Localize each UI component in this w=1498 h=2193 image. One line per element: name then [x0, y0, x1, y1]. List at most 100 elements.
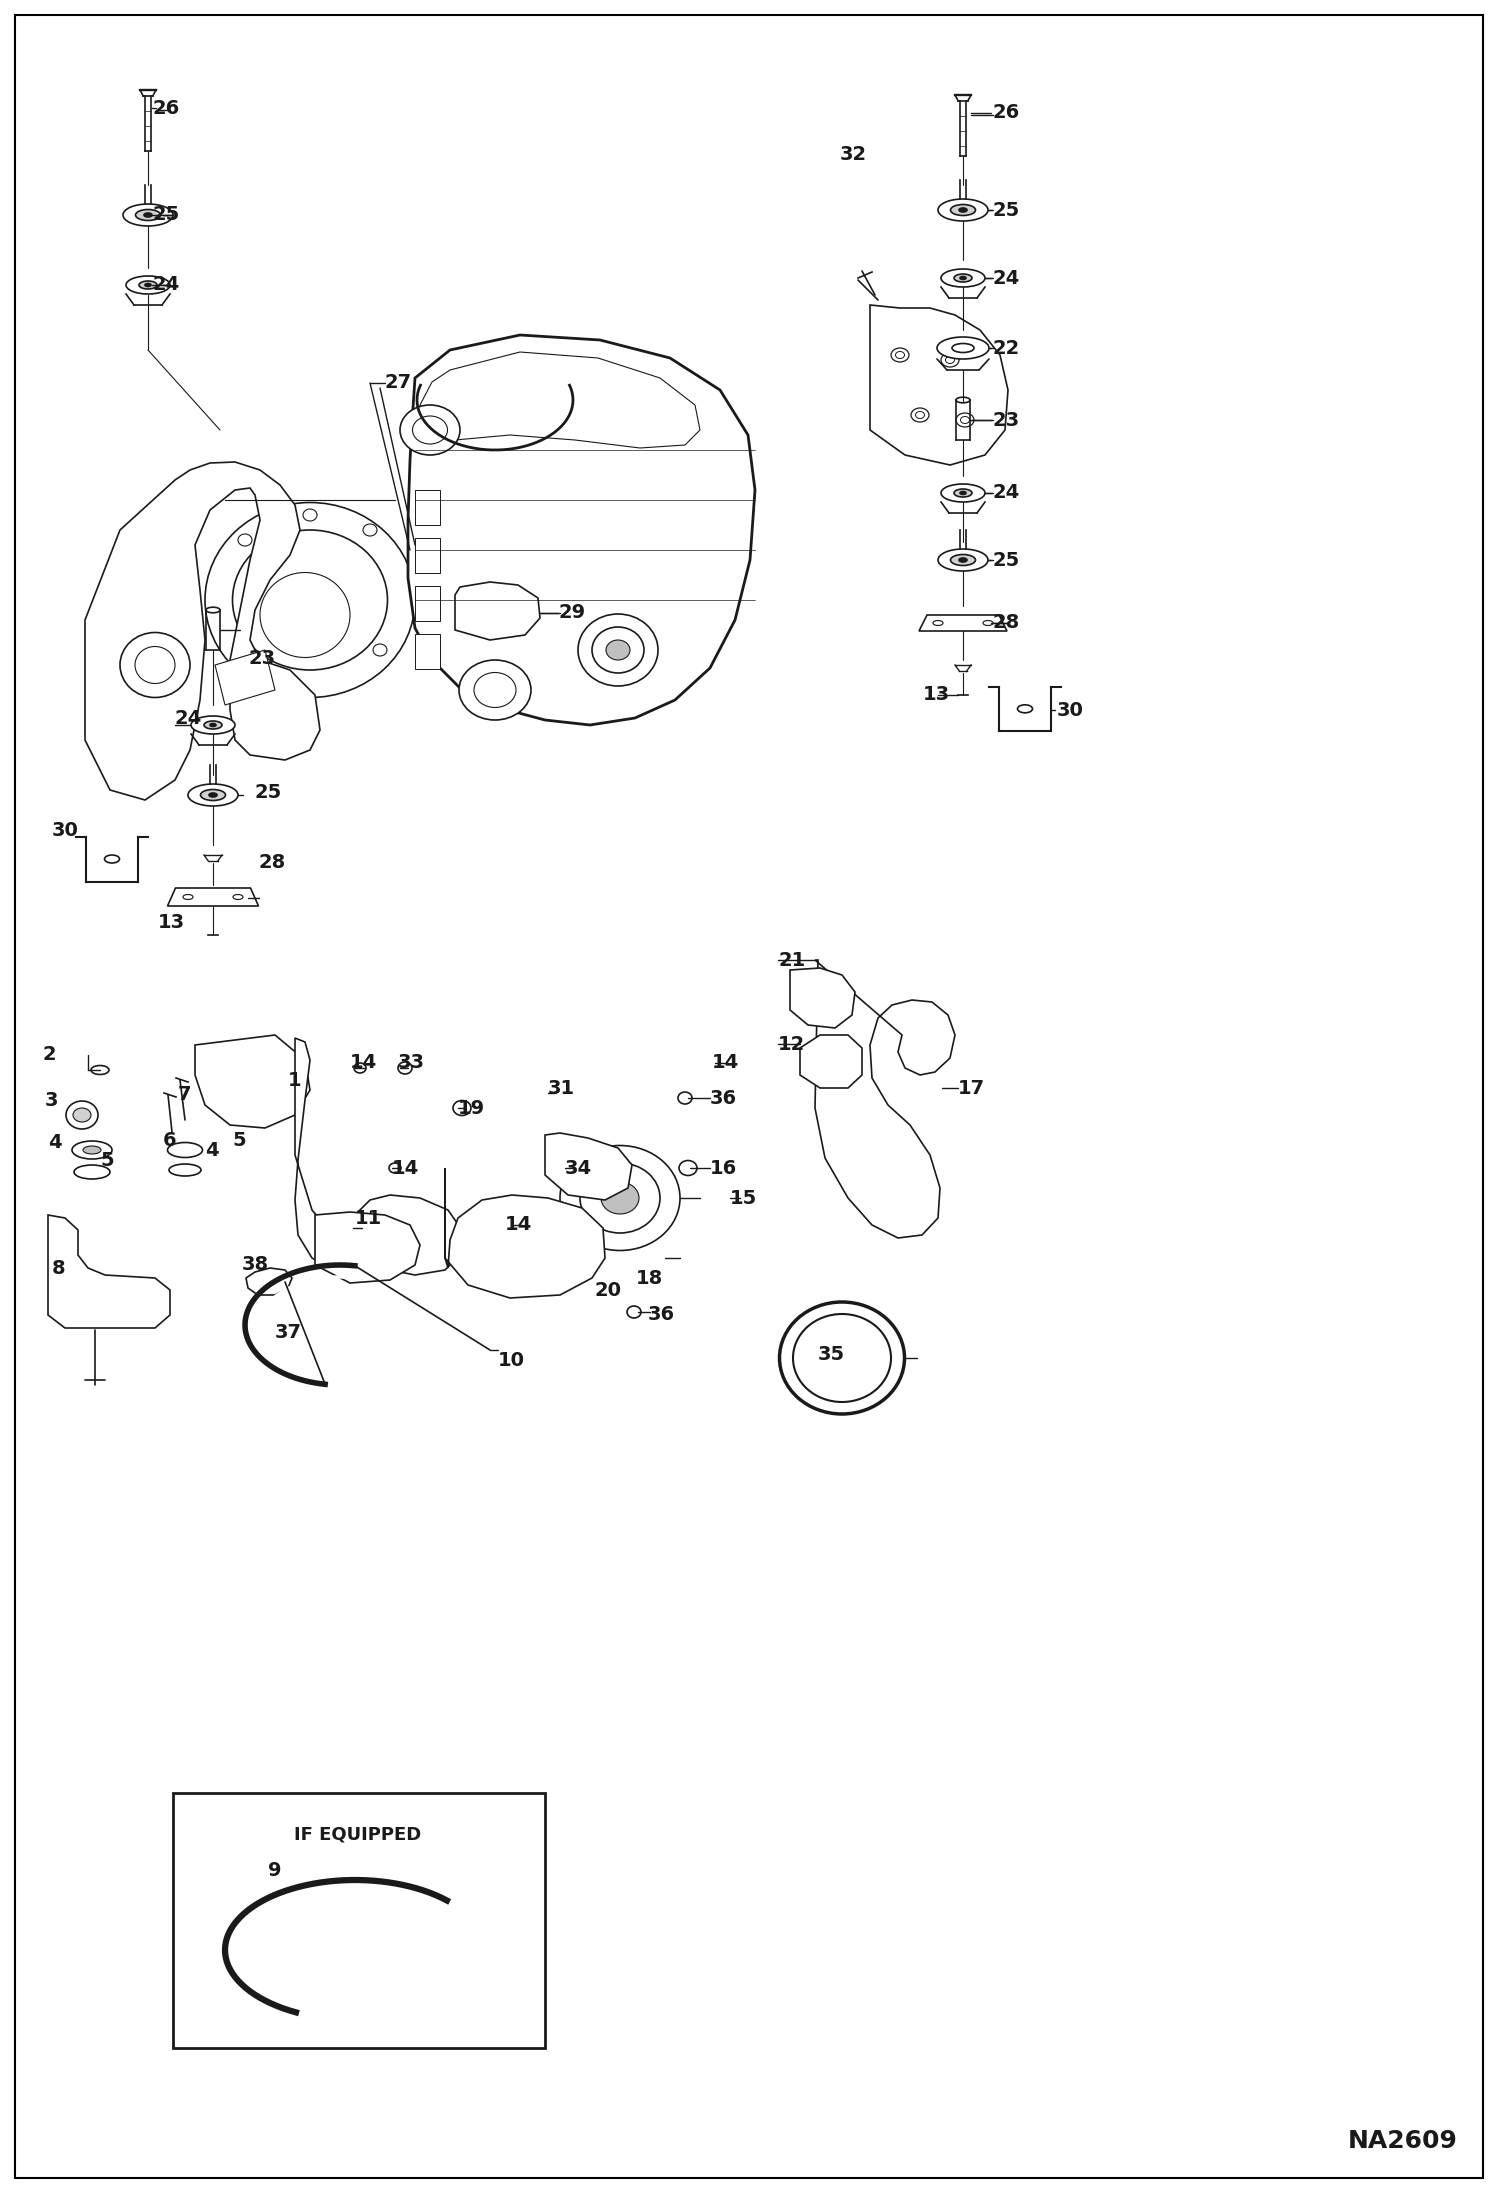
Polygon shape — [455, 581, 539, 640]
Ellipse shape — [398, 1061, 412, 1075]
Ellipse shape — [91, 1066, 109, 1075]
Ellipse shape — [135, 211, 160, 221]
Ellipse shape — [210, 794, 217, 796]
Polygon shape — [85, 463, 321, 800]
Ellipse shape — [938, 200, 989, 221]
Ellipse shape — [72, 1140, 112, 1158]
Ellipse shape — [1017, 704, 1032, 713]
Ellipse shape — [938, 548, 989, 570]
Ellipse shape — [956, 412, 974, 428]
Ellipse shape — [139, 281, 157, 289]
Bar — [172, 1794, 545, 2048]
Ellipse shape — [207, 607, 220, 612]
Polygon shape — [445, 1169, 605, 1298]
Ellipse shape — [601, 1182, 640, 1215]
Text: 13: 13 — [923, 686, 950, 704]
Ellipse shape — [983, 621, 993, 625]
Ellipse shape — [679, 1160, 697, 1175]
Text: 17: 17 — [959, 1079, 986, 1096]
Text: 27: 27 — [385, 373, 412, 393]
Ellipse shape — [514, 1219, 526, 1230]
Ellipse shape — [238, 535, 252, 546]
Text: 24: 24 — [993, 268, 1020, 287]
Polygon shape — [407, 336, 755, 726]
Text: 1: 1 — [288, 1070, 301, 1090]
Ellipse shape — [592, 627, 644, 673]
Text: 26: 26 — [153, 99, 180, 118]
Ellipse shape — [607, 640, 631, 660]
Text: 3: 3 — [45, 1090, 58, 1110]
Ellipse shape — [183, 895, 193, 899]
Ellipse shape — [261, 572, 351, 658]
Text: 5: 5 — [232, 1132, 246, 1149]
Text: 22: 22 — [993, 338, 1020, 357]
Ellipse shape — [66, 1101, 97, 1129]
Text: 30: 30 — [52, 820, 79, 840]
Text: IF EQUIPPED: IF EQUIPPED — [295, 1827, 421, 1844]
Ellipse shape — [400, 406, 460, 454]
Ellipse shape — [779, 1303, 905, 1414]
Text: 21: 21 — [777, 950, 806, 969]
Ellipse shape — [234, 649, 247, 660]
Ellipse shape — [891, 349, 909, 362]
Text: 2: 2 — [42, 1046, 55, 1064]
Text: 28: 28 — [993, 614, 1020, 632]
Ellipse shape — [933, 621, 944, 625]
Ellipse shape — [144, 213, 151, 217]
Ellipse shape — [959, 557, 968, 561]
Text: 8: 8 — [52, 1259, 66, 1279]
Polygon shape — [295, 1037, 461, 1274]
Text: 24: 24 — [175, 708, 202, 728]
Text: 29: 29 — [557, 603, 586, 623]
Ellipse shape — [954, 489, 972, 498]
Ellipse shape — [389, 1162, 401, 1173]
Polygon shape — [870, 305, 1008, 465]
Text: 23: 23 — [249, 649, 276, 667]
Ellipse shape — [951, 204, 975, 215]
Text: 25: 25 — [993, 550, 1020, 570]
Text: 38: 38 — [243, 1257, 270, 1274]
Ellipse shape — [201, 789, 226, 800]
Ellipse shape — [192, 715, 235, 735]
Ellipse shape — [911, 408, 929, 421]
Text: 25: 25 — [255, 783, 282, 803]
Text: 35: 35 — [818, 1347, 845, 1364]
Polygon shape — [315, 1213, 419, 1283]
Text: 14: 14 — [712, 1053, 739, 1072]
Ellipse shape — [354, 1064, 366, 1072]
Text: 36: 36 — [649, 1305, 676, 1325]
Text: 32: 32 — [840, 145, 867, 164]
Polygon shape — [800, 1035, 861, 1088]
Ellipse shape — [580, 1162, 661, 1232]
Text: 36: 36 — [710, 1088, 737, 1107]
Text: 9: 9 — [268, 1860, 282, 1879]
Text: 31: 31 — [548, 1079, 575, 1096]
Ellipse shape — [363, 524, 377, 535]
Text: 6: 6 — [163, 1132, 177, 1149]
Ellipse shape — [896, 351, 905, 357]
Bar — [415, 489, 440, 524]
Text: 23: 23 — [993, 410, 1020, 430]
Ellipse shape — [960, 491, 966, 493]
Polygon shape — [195, 1035, 310, 1127]
Ellipse shape — [792, 1314, 891, 1401]
Text: 26: 26 — [993, 103, 1020, 123]
Ellipse shape — [941, 270, 986, 287]
Text: 14: 14 — [505, 1215, 532, 1235]
Text: 25: 25 — [993, 200, 1020, 219]
Polygon shape — [216, 649, 276, 704]
Text: 24: 24 — [153, 276, 180, 294]
Ellipse shape — [168, 1143, 202, 1158]
Ellipse shape — [951, 555, 975, 566]
Text: 19: 19 — [458, 1099, 485, 1118]
Text: 5: 5 — [100, 1151, 114, 1169]
Ellipse shape — [412, 417, 448, 443]
Text: 30: 30 — [1058, 700, 1085, 719]
Ellipse shape — [915, 412, 924, 419]
Ellipse shape — [560, 1145, 680, 1250]
Ellipse shape — [73, 1164, 109, 1180]
Polygon shape — [48, 1215, 169, 1329]
Text: 34: 34 — [565, 1158, 592, 1178]
Polygon shape — [789, 967, 855, 1029]
Text: 14: 14 — [392, 1158, 419, 1178]
